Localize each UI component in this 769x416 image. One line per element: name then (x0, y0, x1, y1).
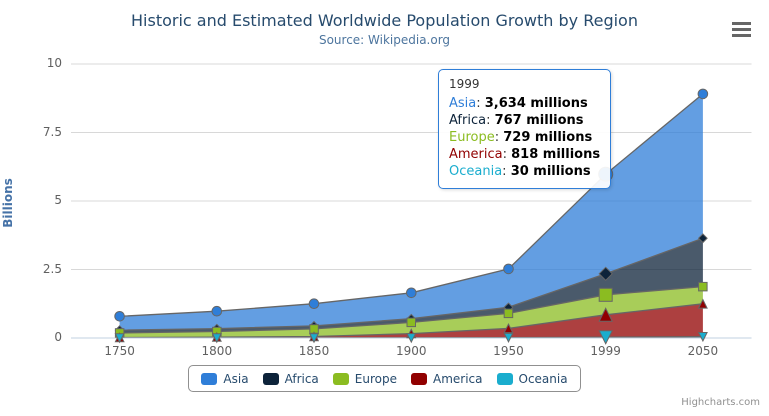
credits-link[interactable]: Highcharts.com (681, 397, 760, 408)
tooltip-row-america: America: 818 millions (449, 147, 601, 162)
marker-oceania-1900[interactable] (406, 333, 417, 344)
tooltip-series-value: 30 millions (510, 164, 591, 179)
tooltip-series-name: America (449, 147, 503, 162)
tooltip: 1999 Asia: 3,634 millions Africa: 767 mil… (438, 69, 612, 189)
marker-america-2050[interactable] (697, 298, 708, 309)
marker-asia-1750[interactable] (114, 311, 125, 322)
x-axis-label-1999: 1999 (590, 344, 621, 358)
y-axis-label-10: 10 (46, 56, 62, 70)
marker-asia-1850[interactable] (308, 298, 320, 310)
x-axis-label-1750: 1750 (104, 344, 135, 358)
legend-swatch-asia (201, 372, 218, 385)
x-axis-label-1850: 1850 (298, 344, 330, 358)
x-axis-label-1950: 1950 (493, 344, 524, 358)
area-africa[interactable] (119, 238, 703, 333)
x-axis-label-1800: 1800 (201, 344, 233, 358)
tooltip-row-africa: Africa: 767 millions (449, 113, 584, 128)
tooltip-series-name: Asia (449, 96, 477, 111)
legend-item-oceania[interactable]: Oceania (496, 371, 568, 386)
marker-asia-2050[interactable] (697, 88, 709, 100)
legend-swatch-america (411, 372, 427, 385)
tooltip-series-value: 3,634 millions (484, 96, 588, 111)
marker-america-1999[interactable] (598, 307, 614, 322)
marker-asia-1800[interactable] (211, 305, 223, 317)
tooltip-row-asia: Asia: 3,634 millions (449, 96, 588, 111)
marker-oceania-1950[interactable] (503, 332, 514, 344)
marker-africa-1999[interactable] (598, 266, 613, 282)
marker-oceania-2050[interactable] (697, 332, 708, 343)
marker-america-1950[interactable] (503, 322, 514, 334)
legend-label: Asia (223, 371, 249, 386)
marker-oceania-1999[interactable] (598, 330, 614, 345)
legend-item-america[interactable]: America (411, 372, 483, 386)
marker-europe-1950[interactable] (503, 308, 514, 319)
legend-item-africa[interactable]: Africa (262, 371, 319, 386)
tooltip-row-oceania: Oceania: 30 millions (449, 164, 591, 179)
legend-label: America (433, 371, 483, 386)
marker-oceania-1750[interactable] (114, 333, 125, 344)
y-axis-label-2.5: 2.5 (42, 261, 62, 276)
legend-item-europe[interactable]: Europe (332, 371, 397, 386)
hamburger-icon (732, 21, 751, 25)
export-menu-button[interactable] (729, 17, 755, 41)
tooltip-series-value: 767 millions (494, 113, 584, 128)
y-axis-label-0: 0 (54, 330, 62, 344)
marker-asia-1900[interactable] (406, 287, 417, 299)
legend-item-asia[interactable]: Asia (201, 371, 249, 386)
hamburger-icon (732, 33, 751, 37)
hamburger-icon (732, 27, 751, 31)
marker-oceania-1800[interactable] (211, 333, 222, 344)
tooltip-series-name: Africa (449, 113, 487, 128)
y-axis-label-5: 5 (54, 193, 62, 207)
legend-label: Europe (354, 371, 397, 386)
legend-swatch-oceania (496, 372, 513, 385)
chart-subtitle: Source: Wikipedia.org (318, 33, 451, 47)
tooltip-header: 1999 (449, 77, 480, 91)
tooltip-series-value: 729 millions (503, 130, 593, 145)
marker-europe-2050[interactable] (698, 281, 708, 292)
tooltip-rows: Asia: 3,634 millions Africa: 767 millions… (449, 95, 600, 180)
marker-europe-1900[interactable] (406, 317, 416, 328)
legend: Asia Africa Europe America Oceania (188, 365, 581, 392)
tooltip-series-name: Oceania (449, 164, 503, 179)
legend-swatch-africa (262, 372, 279, 385)
marker-asia-1950[interactable] (503, 263, 514, 275)
area-america[interactable] (119, 303, 703, 338)
marker-europe-1999[interactable] (598, 287, 613, 302)
tooltip-row-europe: Europe: 729 millions (449, 130, 593, 145)
chart-title: Historic and Estimated Worldwide Populat… (131, 11, 638, 30)
marker-africa-2050[interactable] (697, 233, 708, 244)
x-axis-label-1900: 1900 (395, 344, 427, 358)
marker-oceania-1850[interactable] (308, 333, 320, 344)
tooltip-series-name: Europe (449, 130, 495, 145)
area-asia[interactable] (119, 93, 703, 331)
legend-swatch-europe (332, 372, 349, 385)
y-axis-label-7.5: 7.5 (42, 124, 62, 139)
legend-label: Oceania (518, 371, 568, 386)
tooltip-series-value: 818 millions (511, 147, 601, 162)
x-axis-label-2050: 2050 (687, 344, 719, 358)
legend-label: Africa (284, 371, 319, 386)
